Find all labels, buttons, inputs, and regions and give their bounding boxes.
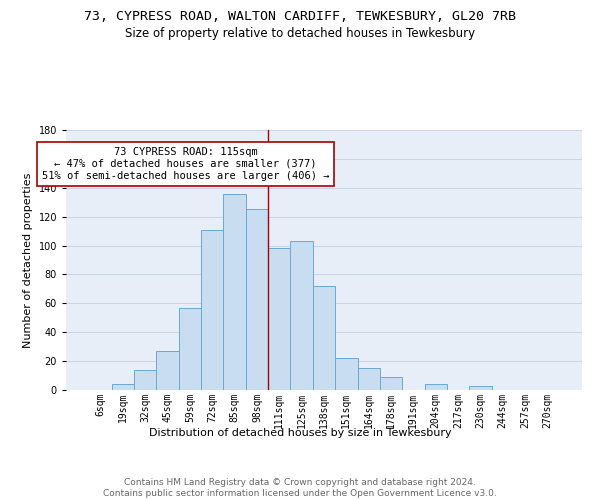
Bar: [313, 286, 335, 390]
Bar: [201, 230, 223, 390]
Text: Size of property relative to detached houses in Tewkesbury: Size of property relative to detached ho…: [125, 28, 475, 40]
Bar: [469, 386, 491, 390]
Bar: [425, 384, 447, 390]
Y-axis label: Number of detached properties: Number of detached properties: [23, 172, 33, 348]
Bar: [179, 308, 201, 390]
Bar: [380, 377, 402, 390]
Text: 73, CYPRESS ROAD, WALTON CARDIFF, TEWKESBURY, GL20 7RB: 73, CYPRESS ROAD, WALTON CARDIFF, TEWKES…: [84, 10, 516, 23]
Bar: [223, 194, 246, 390]
Text: Contains HM Land Registry data © Crown copyright and database right 2024.
Contai: Contains HM Land Registry data © Crown c…: [103, 478, 497, 498]
Bar: [358, 368, 380, 390]
Bar: [335, 358, 358, 390]
Bar: [134, 370, 157, 390]
Bar: [268, 248, 290, 390]
Bar: [290, 241, 313, 390]
Bar: [246, 210, 268, 390]
Text: 73 CYPRESS ROAD: 115sqm
← 47% of detached houses are smaller (377)
51% of semi-d: 73 CYPRESS ROAD: 115sqm ← 47% of detache…: [42, 148, 329, 180]
Bar: [157, 351, 179, 390]
Bar: [112, 384, 134, 390]
Text: Distribution of detached houses by size in Tewkesbury: Distribution of detached houses by size …: [149, 428, 451, 438]
